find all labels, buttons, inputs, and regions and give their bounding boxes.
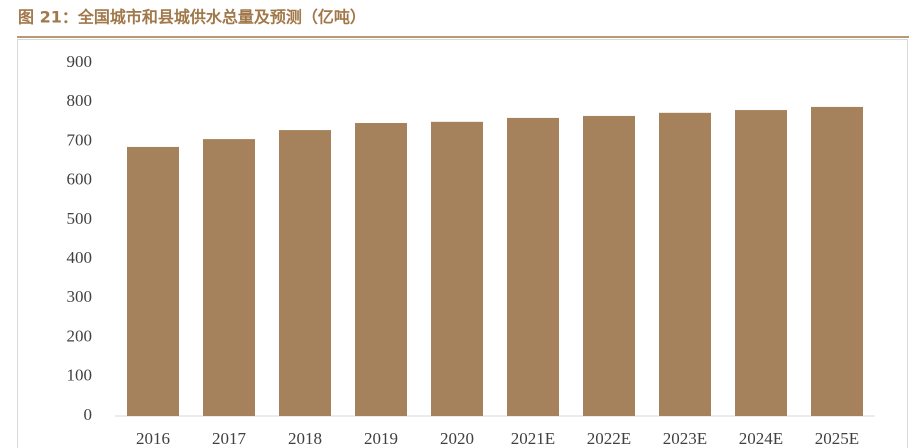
y-tick-label: 700 — [67, 130, 93, 149]
bar — [431, 121, 483, 416]
bar — [659, 112, 711, 416]
bar — [507, 117, 559, 417]
x-tick-label: 2016 — [136, 429, 170, 448]
bar — [127, 146, 179, 417]
bar — [583, 115, 635, 416]
y-tick-label: 500 — [67, 209, 93, 228]
y-tick-label: 900 — [67, 52, 93, 71]
y-tick-label: 100 — [67, 366, 93, 385]
bar — [203, 139, 255, 416]
x-tick-label: 2024E — [739, 429, 783, 448]
y-tick-label: 600 — [67, 170, 93, 189]
x-tick-label: 2022E — [587, 429, 631, 448]
y-tick-label: 400 — [67, 248, 93, 267]
x-tick-label: 2019 — [364, 429, 398, 448]
bar — [279, 130, 331, 416]
chart-title: 图 21：全国城市和县城供水总量及预测（亿吨） — [18, 8, 366, 27]
bar — [811, 106, 863, 416]
y-tick-label: 200 — [67, 326, 93, 345]
x-tick-label: 2018 — [288, 429, 322, 448]
y-tick-label: 300 — [67, 287, 93, 306]
x-tick-label: 2017 — [212, 429, 247, 448]
y-tick-label: 0 — [84, 405, 93, 424]
x-tick-label: 2025E — [815, 429, 859, 448]
x-tick-label: 2023E — [663, 429, 707, 448]
y-tick-label: 800 — [67, 91, 93, 110]
x-tick-label: 2020 — [440, 429, 474, 448]
bar — [735, 110, 787, 417]
chart-frame — [17, 39, 908, 448]
x-tick-label: 2021E — [511, 429, 555, 448]
bar — [355, 123, 407, 416]
